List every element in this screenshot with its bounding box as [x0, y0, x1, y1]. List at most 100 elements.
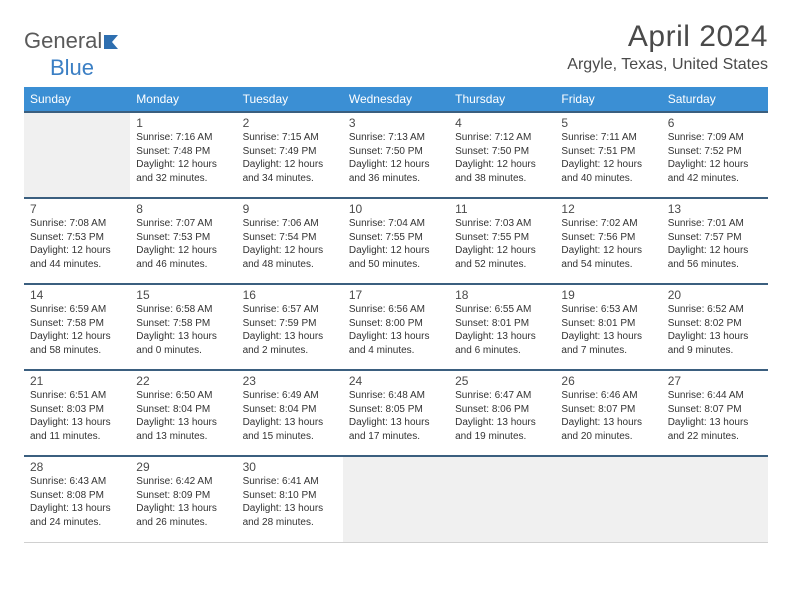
- day-cell: 23Sunrise: 6:49 AMSunset: 8:04 PMDayligh…: [237, 370, 343, 456]
- empty-cell: [24, 112, 130, 198]
- logo-word-1: General: [24, 28, 102, 53]
- day-cell: 12Sunrise: 7:02 AMSunset: 7:56 PMDayligh…: [555, 198, 661, 284]
- empty-cell: [449, 456, 555, 542]
- day-number: 12: [561, 202, 655, 216]
- day-cell: 27Sunrise: 6:44 AMSunset: 8:07 PMDayligh…: [662, 370, 768, 456]
- day-cell: 2Sunrise: 7:15 AMSunset: 7:49 PMDaylight…: [237, 112, 343, 198]
- day-info: Sunrise: 6:42 AMSunset: 8:09 PMDaylight:…: [136, 475, 230, 529]
- day-number: 27: [668, 374, 762, 388]
- day-cell: 4Sunrise: 7:12 AMSunset: 7:50 PMDaylight…: [449, 112, 555, 198]
- day-info: Sunrise: 6:41 AMSunset: 8:10 PMDaylight:…: [243, 475, 337, 529]
- day-cell: 7Sunrise: 7:08 AMSunset: 7:53 PMDaylight…: [24, 198, 130, 284]
- day-cell: 30Sunrise: 6:41 AMSunset: 8:10 PMDayligh…: [237, 456, 343, 542]
- day-number: 22: [136, 374, 230, 388]
- day-info: Sunrise: 7:03 AMSunset: 7:55 PMDaylight:…: [455, 217, 549, 271]
- day-info: Sunrise: 6:55 AMSunset: 8:01 PMDaylight:…: [455, 303, 549, 357]
- day-number: 14: [30, 288, 124, 302]
- day-number: 20: [668, 288, 762, 302]
- day-cell: 24Sunrise: 6:48 AMSunset: 8:05 PMDayligh…: [343, 370, 449, 456]
- empty-cell: [555, 456, 661, 542]
- dow-header: Tuesday: [237, 87, 343, 112]
- day-cell: 22Sunrise: 6:50 AMSunset: 8:04 PMDayligh…: [130, 370, 236, 456]
- day-cell: 16Sunrise: 6:57 AMSunset: 7:59 PMDayligh…: [237, 284, 343, 370]
- day-cell: 5Sunrise: 7:11 AMSunset: 7:51 PMDaylight…: [555, 112, 661, 198]
- week-row: 14Sunrise: 6:59 AMSunset: 7:58 PMDayligh…: [24, 284, 768, 370]
- day-info: Sunrise: 6:44 AMSunset: 8:07 PMDaylight:…: [668, 389, 762, 443]
- day-cell: 3Sunrise: 7:13 AMSunset: 7:50 PMDaylight…: [343, 112, 449, 198]
- day-info: Sunrise: 7:12 AMSunset: 7:50 PMDaylight:…: [455, 131, 549, 185]
- day-number: 13: [668, 202, 762, 216]
- day-number: 8: [136, 202, 230, 216]
- empty-cell: [662, 456, 768, 542]
- day-cell: 14Sunrise: 6:59 AMSunset: 7:58 PMDayligh…: [24, 284, 130, 370]
- dow-header: Sunday: [24, 87, 130, 112]
- day-number: 29: [136, 460, 230, 474]
- day-cell: 19Sunrise: 6:53 AMSunset: 8:01 PMDayligh…: [555, 284, 661, 370]
- day-of-week-header-row: SundayMondayTuesdayWednesdayThursdayFrid…: [24, 87, 768, 112]
- heading: April 2024 Argyle, Texas, United States: [567, 20, 768, 74]
- day-number: 5: [561, 116, 655, 130]
- dow-header: Friday: [555, 87, 661, 112]
- day-info: Sunrise: 7:09 AMSunset: 7:52 PMDaylight:…: [668, 131, 762, 185]
- day-info: Sunrise: 6:50 AMSunset: 8:04 PMDaylight:…: [136, 389, 230, 443]
- day-info: Sunrise: 7:15 AMSunset: 7:49 PMDaylight:…: [243, 131, 337, 185]
- day-number: 17: [349, 288, 443, 302]
- day-cell: 29Sunrise: 6:42 AMSunset: 8:09 PMDayligh…: [130, 456, 236, 542]
- day-cell: 9Sunrise: 7:06 AMSunset: 7:54 PMDaylight…: [237, 198, 343, 284]
- day-number: 4: [455, 116, 549, 130]
- day-cell: 8Sunrise: 7:07 AMSunset: 7:53 PMDaylight…: [130, 198, 236, 284]
- day-number: 7: [30, 202, 124, 216]
- week-row: 1Sunrise: 7:16 AMSunset: 7:48 PMDaylight…: [24, 112, 768, 198]
- month-title: April 2024: [567, 20, 768, 54]
- day-number: 25: [455, 374, 549, 388]
- day-cell: 25Sunrise: 6:47 AMSunset: 8:06 PMDayligh…: [449, 370, 555, 456]
- day-cell: 13Sunrise: 7:01 AMSunset: 7:57 PMDayligh…: [662, 198, 768, 284]
- day-info: Sunrise: 6:51 AMSunset: 8:03 PMDaylight:…: [30, 389, 124, 443]
- dow-header: Monday: [130, 87, 236, 112]
- day-cell: 20Sunrise: 6:52 AMSunset: 8:02 PMDayligh…: [662, 284, 768, 370]
- day-info: Sunrise: 7:06 AMSunset: 7:54 PMDaylight:…: [243, 217, 337, 271]
- week-row: 7Sunrise: 7:08 AMSunset: 7:53 PMDaylight…: [24, 198, 768, 284]
- day-info: Sunrise: 6:53 AMSunset: 8:01 PMDaylight:…: [561, 303, 655, 357]
- day-number: 21: [30, 374, 124, 388]
- day-cell: 17Sunrise: 6:56 AMSunset: 8:00 PMDayligh…: [343, 284, 449, 370]
- location: Argyle, Texas, United States: [567, 56, 768, 74]
- day-info: Sunrise: 6:49 AMSunset: 8:04 PMDaylight:…: [243, 389, 337, 443]
- day-info: Sunrise: 6:59 AMSunset: 7:58 PMDaylight:…: [30, 303, 124, 357]
- day-number: 26: [561, 374, 655, 388]
- day-number: 3: [349, 116, 443, 130]
- dow-header: Wednesday: [343, 87, 449, 112]
- day-info: Sunrise: 7:01 AMSunset: 7:57 PMDaylight:…: [668, 217, 762, 271]
- calendar-table: SundayMondayTuesdayWednesdayThursdayFrid…: [24, 87, 768, 543]
- day-info: Sunrise: 6:58 AMSunset: 7:58 PMDaylight:…: [136, 303, 230, 357]
- day-info: Sunrise: 6:56 AMSunset: 8:00 PMDaylight:…: [349, 303, 443, 357]
- calendar-body: 1Sunrise: 7:16 AMSunset: 7:48 PMDaylight…: [24, 112, 768, 542]
- day-info: Sunrise: 7:07 AMSunset: 7:53 PMDaylight:…: [136, 217, 230, 271]
- dow-header: Saturday: [662, 87, 768, 112]
- day-number: 19: [561, 288, 655, 302]
- day-info: Sunrise: 6:46 AMSunset: 8:07 PMDaylight:…: [561, 389, 655, 443]
- day-number: 2: [243, 116, 337, 130]
- day-info: Sunrise: 7:02 AMSunset: 7:56 PMDaylight:…: [561, 217, 655, 271]
- day-number: 24: [349, 374, 443, 388]
- header: General Blue April 2024 Argyle, Texas, U…: [24, 20, 768, 81]
- empty-cell: [343, 456, 449, 542]
- flag-icon: [104, 29, 124, 55]
- day-info: Sunrise: 7:08 AMSunset: 7:53 PMDaylight:…: [30, 217, 124, 271]
- day-cell: 10Sunrise: 7:04 AMSunset: 7:55 PMDayligh…: [343, 198, 449, 284]
- day-number: 1: [136, 116, 230, 130]
- day-cell: 11Sunrise: 7:03 AMSunset: 7:55 PMDayligh…: [449, 198, 555, 284]
- day-number: 30: [243, 460, 337, 474]
- day-number: 15: [136, 288, 230, 302]
- day-cell: 6Sunrise: 7:09 AMSunset: 7:52 PMDaylight…: [662, 112, 768, 198]
- day-info: Sunrise: 6:57 AMSunset: 7:59 PMDaylight:…: [243, 303, 337, 357]
- day-info: Sunrise: 6:52 AMSunset: 8:02 PMDaylight:…: [668, 303, 762, 357]
- logo-text: General Blue: [24, 28, 124, 81]
- day-number: 9: [243, 202, 337, 216]
- day-cell: 26Sunrise: 6:46 AMSunset: 8:07 PMDayligh…: [555, 370, 661, 456]
- day-cell: 1Sunrise: 7:16 AMSunset: 7:48 PMDaylight…: [130, 112, 236, 198]
- day-number: 28: [30, 460, 124, 474]
- day-cell: 28Sunrise: 6:43 AMSunset: 8:08 PMDayligh…: [24, 456, 130, 542]
- week-row: 21Sunrise: 6:51 AMSunset: 8:03 PMDayligh…: [24, 370, 768, 456]
- day-number: 6: [668, 116, 762, 130]
